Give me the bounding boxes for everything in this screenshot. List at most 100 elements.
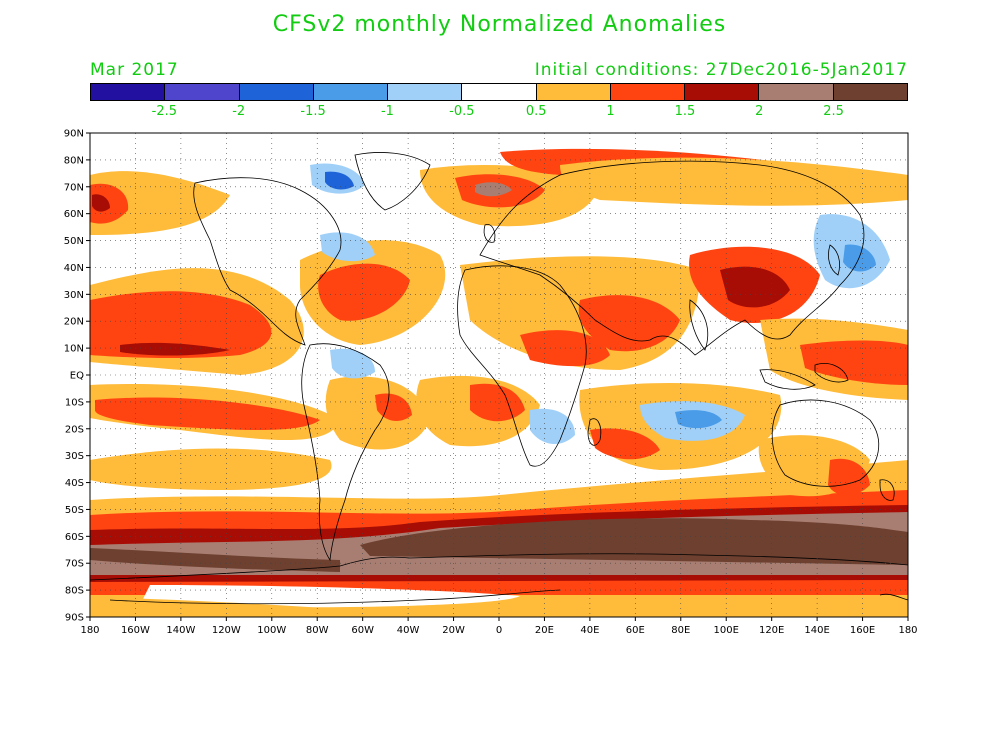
anomaly-region [95, 397, 320, 430]
lat-label: 80S [65, 586, 84, 597]
anomaly-region [843, 244, 876, 272]
lat-label: 90S [65, 613, 84, 624]
legend-label: 2 [755, 104, 764, 119]
coastline [879, 479, 895, 501]
anomaly-region [318, 263, 410, 321]
anomaly-region [90, 291, 272, 359]
axis-ticks [86, 132, 909, 621]
legend-label: 1 [606, 104, 615, 119]
anomaly-region [800, 340, 908, 385]
lon-label: 20W [442, 625, 465, 636]
lon-label: 120E [759, 625, 784, 636]
legend-label: -1.5 [300, 104, 326, 119]
anomaly-region [140, 585, 520, 608]
legend-swatch [388, 84, 463, 100]
coastline [90, 553, 908, 605]
anomaly-region [590, 428, 660, 460]
coastline [193, 177, 342, 346]
coastline [587, 418, 602, 446]
anomaly-region [320, 232, 375, 262]
lon-label: 20E [535, 625, 554, 636]
lon-label: 180 [898, 625, 917, 636]
coastline [354, 152, 431, 211]
lon-label: 60E [626, 625, 645, 636]
legend-swatch [165, 84, 240, 100]
lat-label: 60N [64, 209, 84, 220]
coastline [759, 369, 816, 390]
anomaly-region [475, 182, 512, 197]
lat-label: 50N [64, 236, 84, 247]
graticule [90, 133, 908, 617]
legend-swatch [759, 84, 834, 100]
legend-swatch [833, 84, 907, 100]
lon-label: 100E [714, 625, 739, 636]
coastline [689, 299, 709, 351]
anomaly-region [720, 266, 790, 308]
lat-label: 40S [65, 478, 84, 489]
lon-label: 180 [80, 625, 99, 636]
lon-label: 160E [850, 625, 875, 636]
lon-label: 80W [306, 625, 329, 636]
legend-swatch [239, 84, 314, 100]
coastline [479, 160, 865, 356]
lat-label: 10S [65, 397, 84, 408]
anomaly-region [828, 458, 870, 496]
legend-label: 1.5 [674, 104, 696, 119]
legend-label: 2.5 [823, 104, 844, 119]
coastlines [90, 152, 908, 605]
anomaly-region [90, 548, 340, 572]
lon-label: 80E [671, 625, 690, 636]
legend-swatch [610, 84, 686, 100]
coastline [814, 363, 849, 383]
lat-label: 40N [64, 263, 84, 274]
lon-label: 140W [166, 625, 195, 636]
coastline [483, 224, 496, 243]
lat-label: EQ [70, 371, 84, 382]
forecast-month: Mar 2017 [90, 60, 179, 80]
lat-label: 50S [65, 505, 84, 516]
legend-swatch [313, 84, 389, 100]
lat-label: 90N [64, 129, 84, 140]
lon-label: 40W [397, 625, 420, 636]
lat-label: 30S [65, 451, 84, 462]
anomaly-region [90, 448, 332, 490]
lat-label: 60S [65, 532, 84, 543]
legend-label: 0.5 [525, 104, 547, 119]
anomaly-region [120, 342, 230, 356]
coastline [301, 343, 390, 562]
lat-label: 70S [65, 559, 84, 570]
lat-label: 20N [64, 317, 84, 328]
anomaly-region [325, 171, 354, 190]
lon-label: 160W [121, 625, 150, 636]
lon-label: 0 [496, 625, 502, 636]
map-title: CFSv2 monthly Normalized Anomalies [272, 12, 727, 37]
legend-swatch [536, 84, 611, 100]
anomaly-region [325, 376, 430, 450]
lat-label: 70N [64, 182, 84, 193]
lat-label: 80N [64, 155, 84, 166]
color-legend-bar [90, 83, 908, 101]
coastline [828, 244, 840, 276]
legend-label: -1 [380, 104, 394, 119]
legend-swatch [685, 84, 760, 100]
latitude-labels: 90N 80N 70N 60N 50N 40N 30N 20N 10N EQ 10S 20S 30S 40… [64, 129, 84, 624]
lat-label: 20S [65, 424, 84, 435]
lon-label: 60W [351, 625, 374, 636]
lon-label: 100W [257, 625, 286, 636]
legend-label: -2.5 [151, 104, 178, 119]
lon-label: 120W [212, 625, 241, 636]
coastline [771, 399, 879, 487]
lat-label: 30N [64, 290, 84, 301]
initial-conditions: Initial conditions: 27Dec2016-5Jan2017 [534, 60, 908, 80]
anomaly-region [92, 194, 110, 212]
anomaly-region [360, 518, 908, 565]
legend-label: -2 [232, 104, 246, 119]
legend-swatch [91, 84, 166, 100]
legend-label: -0.5 [449, 104, 475, 119]
lon-label: 140E [804, 625, 829, 636]
legend-swatch [462, 84, 537, 100]
anomaly-region [675, 410, 722, 429]
longitude-labels: 180 160W 140W 120W 100W 80W 60W 40W 20W 0 20E 40E 60… [80, 625, 917, 636]
lat-label: 10N [64, 344, 84, 355]
